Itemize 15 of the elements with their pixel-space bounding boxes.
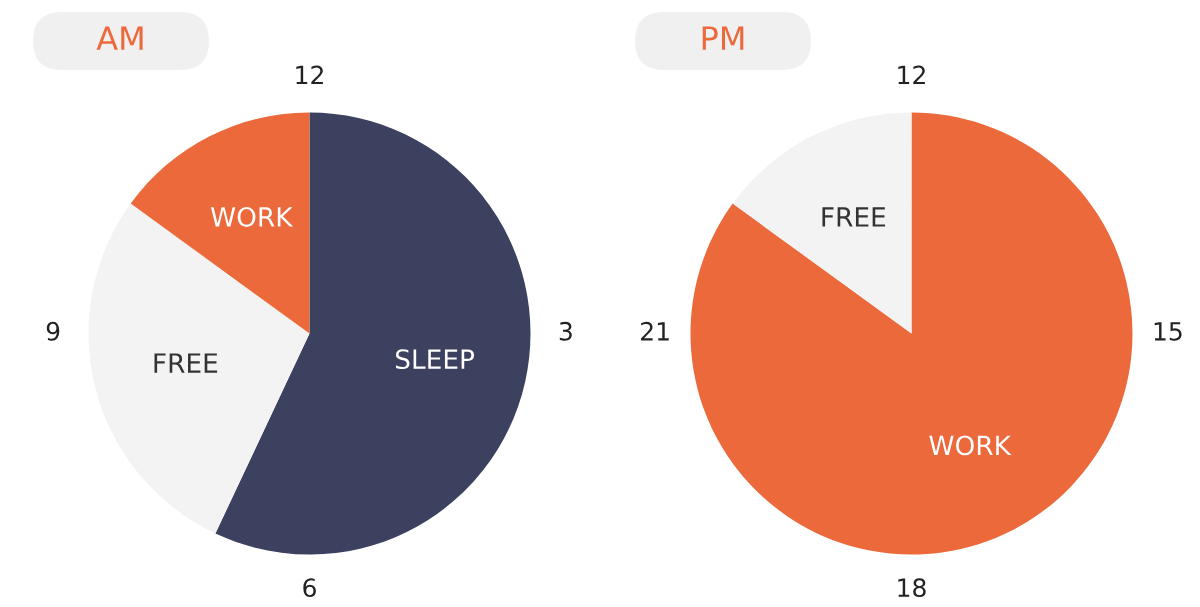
chart-title: PM [702, 26, 744, 50]
text: 6 [303, 578, 316, 598]
text: 15 [1154, 322, 1182, 341]
text: 12 [898, 65, 925, 85]
text: 18 [898, 578, 926, 598]
text: 21 [641, 321, 669, 341]
text: 9 [46, 321, 60, 341]
text: 12 [296, 65, 323, 85]
slice-label: FREE [822, 207, 886, 227]
text: 3 [559, 321, 572, 341]
slice-label: FREE [154, 353, 218, 373]
slice-label: WORK [929, 435, 1012, 456]
slice-label: WORK [210, 206, 294, 227]
slice-label: SLEEP [395, 349, 475, 370]
chart-title: AM [96, 26, 143, 50]
